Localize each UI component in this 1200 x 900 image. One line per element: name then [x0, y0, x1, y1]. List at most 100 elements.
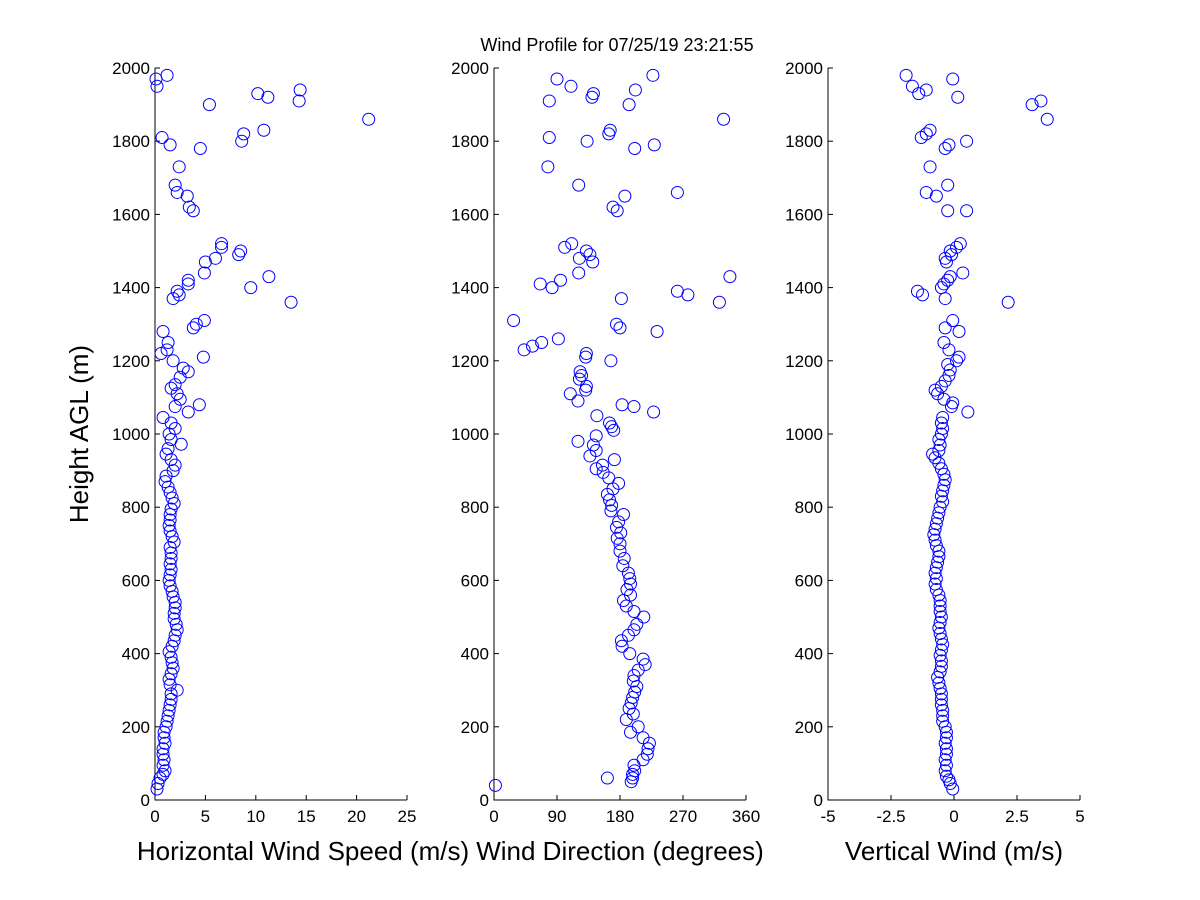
data-point	[161, 709, 175, 723]
data-point	[1001, 295, 1015, 309]
data-point	[571, 434, 585, 448]
data-point	[168, 400, 182, 414]
data-point	[160, 68, 174, 82]
data-point	[161, 442, 175, 456]
data-point	[163, 678, 177, 692]
x-tick-label: 25	[398, 807, 417, 826]
data-point	[150, 79, 164, 93]
data-point	[934, 659, 948, 673]
data-point	[934, 462, 948, 476]
data-point	[558, 240, 572, 254]
data-point	[615, 639, 629, 653]
data-point	[157, 753, 171, 767]
data-point	[628, 685, 642, 699]
data-point	[526, 339, 539, 353]
y-tick-label: 1000	[451, 425, 489, 444]
data-point	[628, 83, 642, 97]
data-point	[641, 742, 655, 756]
data-point	[919, 127, 933, 141]
data-point	[164, 667, 178, 681]
data-point	[606, 200, 620, 214]
data-point	[934, 427, 948, 441]
data-point	[941, 357, 955, 371]
x-tick-label: -2.5	[876, 807, 905, 826]
data-point	[912, 87, 926, 101]
x-tick-label: 180	[606, 807, 634, 826]
data-point	[928, 451, 942, 465]
y-tick-label: 1800	[112, 132, 150, 151]
data-point	[952, 325, 966, 339]
data-point	[215, 240, 229, 254]
data-point	[167, 612, 181, 626]
data-point	[943, 244, 957, 258]
data-point	[589, 462, 603, 476]
data-point	[928, 533, 942, 547]
x-tick-label: 20	[347, 807, 366, 826]
data-point	[650, 325, 664, 339]
data-point	[638, 658, 652, 672]
y-tick-label: 0	[814, 791, 823, 810]
data-point	[723, 270, 737, 284]
data-point	[166, 464, 180, 478]
data-point	[941, 204, 955, 218]
data-point	[933, 615, 947, 629]
data-point	[934, 416, 948, 430]
data-point	[647, 405, 661, 419]
data-point	[928, 577, 942, 591]
data-point	[614, 292, 628, 306]
data-point	[535, 336, 549, 349]
data-point	[197, 314, 211, 328]
y-tick-label: 1800	[785, 132, 823, 151]
y-tick-label: 400	[795, 645, 823, 664]
data-point	[158, 736, 172, 750]
data-point	[933, 599, 947, 613]
data-point	[164, 381, 178, 395]
data-point	[161, 336, 175, 349]
data-point	[232, 248, 246, 262]
data-point	[1034, 94, 1048, 108]
data-point	[168, 601, 182, 615]
data-point	[950, 240, 964, 254]
data-point	[939, 758, 953, 772]
data-point	[933, 438, 947, 452]
data-point	[542, 131, 556, 145]
data-point	[488, 778, 502, 792]
data-point	[166, 661, 180, 675]
data-point	[932, 443, 946, 457]
data-point	[157, 731, 171, 745]
data-point	[928, 383, 942, 397]
axis-lines	[493, 68, 746, 801]
data-point	[944, 400, 958, 414]
data-point	[934, 698, 948, 712]
data-point	[162, 519, 176, 532]
data-point	[186, 321, 200, 335]
y-tick-label: 1400	[112, 279, 150, 298]
data-point	[168, 628, 182, 642]
data-point	[616, 559, 630, 573]
x-tick-label: 5	[1075, 807, 1084, 826]
y-tick-label: 800	[122, 498, 150, 517]
x-axis-title: Wind Direction (degrees)	[476, 836, 764, 866]
data-point	[215, 237, 229, 251]
data-point	[938, 321, 952, 335]
data-point	[155, 131, 169, 145]
data-point	[937, 467, 951, 481]
data-point	[936, 422, 950, 436]
panel-wind-direction: 0 90 180 270 360 0 200 400 600 800 1000 1200 1400 160…	[451, 59, 764, 866]
data-point	[162, 573, 176, 587]
data-point	[181, 277, 195, 291]
y-tick-label: 1000	[112, 425, 150, 444]
data-point	[933, 500, 947, 514]
data-point	[164, 551, 178, 565]
data-point	[946, 396, 960, 410]
x-tick-label: 90	[548, 807, 567, 826]
data-point	[610, 520, 623, 534]
data-point	[943, 363, 957, 377]
data-point	[180, 189, 194, 203]
data-point	[937, 336, 951, 349]
data-point	[617, 508, 630, 522]
data-point	[1040, 112, 1054, 126]
y-tick-label: 1600	[451, 205, 489, 224]
data-point	[164, 692, 178, 706]
data-point	[934, 692, 948, 706]
